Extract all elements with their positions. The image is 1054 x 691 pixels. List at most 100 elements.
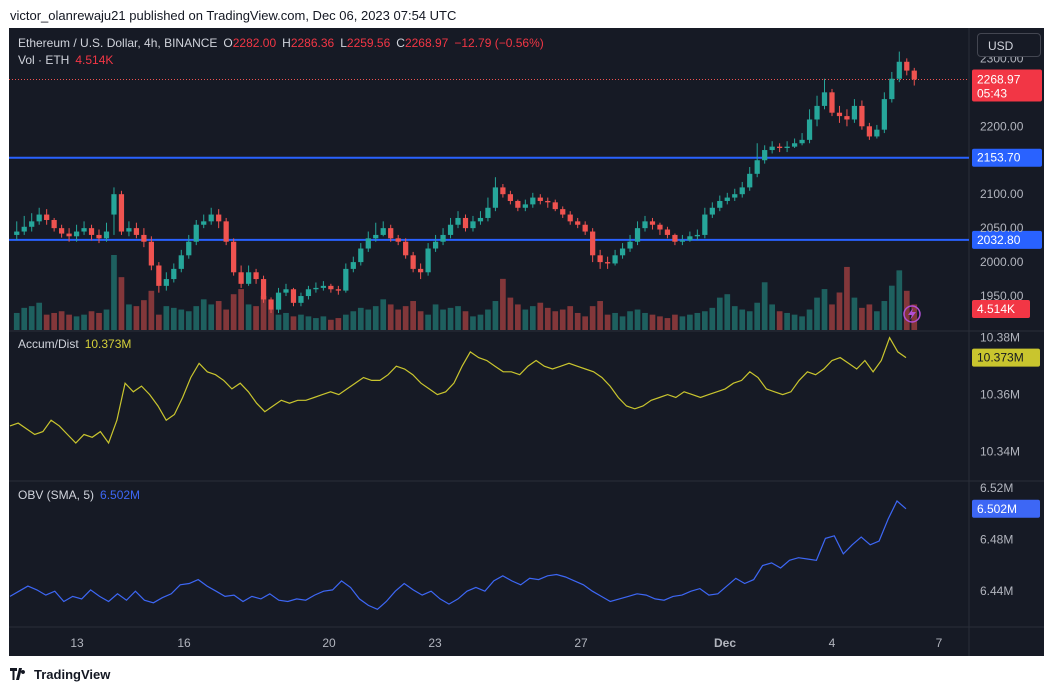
volume-bar <box>447 307 454 330</box>
candle-body <box>904 61 910 71</box>
volume-bar <box>268 309 274 330</box>
candle-body <box>178 255 184 269</box>
volume-bar <box>485 309 491 330</box>
candle-body <box>66 233 72 237</box>
chart-svg[interactable]: 2153.70 2032.80 1950.00 2000.00 2050.00 2100.… <box>9 28 1044 656</box>
volume-bar <box>859 307 865 330</box>
volume-bar <box>417 311 424 330</box>
volume-bar <box>148 290 155 330</box>
candle-body <box>455 217 461 225</box>
candle-body <box>425 248 431 273</box>
candle-body <box>253 272 259 280</box>
candle-body <box>201 221 207 225</box>
open-label: O <box>223 36 233 50</box>
candle-body <box>604 262 611 264</box>
volume-bar <box>43 314 50 330</box>
low-value: 2259.56 <box>346 36 391 50</box>
volume-bar <box>829 304 835 330</box>
volume-bar <box>589 306 596 330</box>
price-tick-label: 2000.00 <box>980 255 1024 269</box>
volume-bar <box>178 309 185 330</box>
volume-bar <box>305 316 312 330</box>
candle-body <box>515 200 521 208</box>
volume-bar <box>425 314 431 330</box>
volume-bar <box>477 314 484 330</box>
last-price-box <box>972 69 1042 102</box>
volume-bar <box>761 282 768 330</box>
accum-dist-value: 10.373M <box>84 337 132 351</box>
candle-body <box>141 234 147 242</box>
x-tick-label: 13 <box>70 636 84 650</box>
volume-bar <box>223 309 230 330</box>
candle-body <box>889 78 895 100</box>
volume-bar <box>372 306 379 330</box>
candle-body <box>350 262 356 269</box>
candle-body <box>403 241 409 256</box>
volume-bar <box>746 311 753 330</box>
candle-body <box>193 224 199 242</box>
lightning-bolt-icon <box>908 308 916 320</box>
candle-body <box>896 61 902 79</box>
price-tick-label: 1950.00 <box>980 289 1024 303</box>
volume-bar <box>836 292 843 330</box>
candle-body <box>881 99 887 130</box>
accum-dist-tick-label: 10.38M <box>980 331 1020 345</box>
candle-body <box>634 228 641 242</box>
footer-brand: TradingView <box>34 666 111 682</box>
volume-bar <box>193 306 200 330</box>
price-legend: Ethereum / U.S. Dollar, 4h, BINANCE O2282… <box>18 35 544 51</box>
chart-frame[interactable]: 2153.70 2032.80 1950.00 2000.00 2050.00 2100.… <box>9 28 1044 656</box>
volume-bar <box>694 312 701 330</box>
volume-bar <box>544 307 551 330</box>
candle-body <box>313 287 319 290</box>
candle-body <box>859 105 865 127</box>
volume-bar <box>844 266 850 330</box>
accum-dist-tick-label: 10.36M <box>980 388 1020 402</box>
volume-bar <box>28 306 35 330</box>
candle-body <box>747 173 753 188</box>
x-tick-label: 27 <box>574 636 588 650</box>
volume-bar <box>776 311 783 330</box>
volume-bar <box>357 307 364 330</box>
candle-body <box>814 105 820 120</box>
volume-bar <box>567 306 574 330</box>
currency-button[interactable]: USD <box>977 33 1041 57</box>
candle-body <box>328 285 334 290</box>
volume-bar <box>679 316 686 330</box>
obv-tick-label: 6.44M <box>980 584 1013 598</box>
candle-body <box>118 194 125 232</box>
volume-bar <box>365 309 372 330</box>
candle-body <box>163 279 169 286</box>
candle-body <box>709 207 715 215</box>
candle-body <box>627 241 633 249</box>
close-label: C <box>396 36 405 50</box>
volume-bar <box>328 319 334 330</box>
candle-body <box>492 187 499 208</box>
candle-body <box>762 150 768 161</box>
volume-bar <box>335 318 342 330</box>
volume-bar <box>432 304 439 330</box>
candle-body <box>58 228 65 234</box>
candle-body <box>537 197 543 201</box>
obv-value: 6.502M <box>100 488 141 502</box>
volume-bar <box>709 307 716 330</box>
candle-body <box>126 228 132 232</box>
volume-bar <box>156 314 162 330</box>
volume-bar <box>260 295 267 330</box>
volume-bar <box>410 301 416 330</box>
candle-body <box>619 248 626 256</box>
candle-body <box>545 200 551 203</box>
candle-body <box>657 224 663 230</box>
candle-body <box>29 221 35 227</box>
volume-axis-label: 4.514K <box>977 302 1015 316</box>
volume-bar <box>649 314 656 330</box>
volume-legend: Vol · ETH 4.514K <box>18 52 113 68</box>
x-tick-label: 23 <box>428 636 442 650</box>
volume-bar <box>799 316 805 330</box>
volume-bar <box>141 300 147 330</box>
volume-bar <box>903 290 910 330</box>
volume-bar <box>440 309 446 330</box>
candle-body <box>851 105 858 120</box>
accum-dist-label: Accum/Dist <box>18 337 79 351</box>
candle-body <box>732 194 738 198</box>
